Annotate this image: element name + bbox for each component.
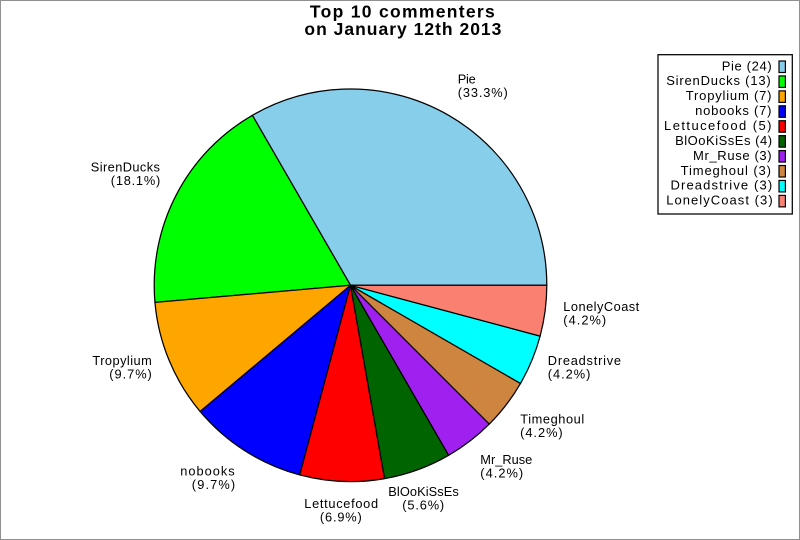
svg-text:Mr_Ruse (3): Mr_Ruse (3) [693, 148, 772, 163]
svg-text:(9.7%): (9.7%) [109, 366, 152, 381]
svg-text:Dreadstrive: Dreadstrive [548, 353, 622, 368]
svg-text:Top 10 commenters: Top 10 commenters [310, 1, 496, 21]
svg-text:(18.1%): (18.1%) [111, 173, 161, 188]
svg-text:LonelyCoast (3): LonelyCoast (3) [666, 193, 774, 208]
svg-text:(33.3%): (33.3%) [458, 85, 509, 100]
svg-text:(9.7%): (9.7%) [192, 477, 237, 492]
svg-text:Timeghoul: Timeghoul [520, 411, 585, 426]
svg-text:(4.2%): (4.2%) [563, 312, 607, 327]
svg-text:Lettucefood (5): Lettucefood (5) [664, 118, 773, 133]
svg-text:BlOoKiSsEs: BlOoKiSsEs [388, 484, 459, 499]
svg-text:SirenDucks (13): SirenDucks (13) [666, 73, 771, 88]
svg-text:BlOoKiSsEs (4): BlOoKiSsEs (4) [675, 133, 772, 148]
svg-text:LonelyCoast: LonelyCoast [563, 299, 639, 314]
svg-text:(4.2%): (4.2%) [520, 425, 564, 440]
svg-text:on January 12th 2013: on January 12th 2013 [304, 19, 502, 39]
svg-text:(6.9%): (6.9%) [320, 509, 363, 524]
svg-text:Lettucefood: Lettucefood [304, 496, 378, 511]
svg-text:nobooks: nobooks [180, 464, 235, 479]
svg-text:nobooks (7): nobooks (7) [695, 103, 772, 118]
svg-text:Tropylium (7): Tropylium (7) [686, 88, 772, 103]
svg-text:(5.6%): (5.6%) [402, 497, 445, 512]
svg-text:(4.2%): (4.2%) [480, 465, 524, 480]
svg-text:Pie: Pie [458, 72, 476, 87]
svg-text:(4.2%): (4.2%) [548, 366, 592, 381]
svg-text:Timeghoul (3): Timeghoul (3) [681, 163, 772, 178]
svg-text:SirenDucks: SirenDucks [91, 159, 161, 174]
svg-text:Pie (24): Pie (24) [722, 58, 773, 73]
svg-text:Dreadstrive (3): Dreadstrive (3) [671, 178, 774, 193]
svg-text:Mr_Ruse: Mr_Ruse [480, 452, 532, 467]
svg-text:Tropylium: Tropylium [92, 353, 152, 368]
